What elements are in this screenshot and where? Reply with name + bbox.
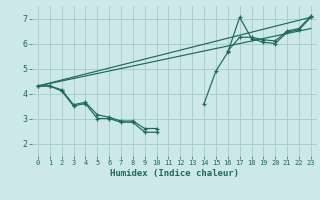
- X-axis label: Humidex (Indice chaleur): Humidex (Indice chaleur): [110, 169, 239, 178]
